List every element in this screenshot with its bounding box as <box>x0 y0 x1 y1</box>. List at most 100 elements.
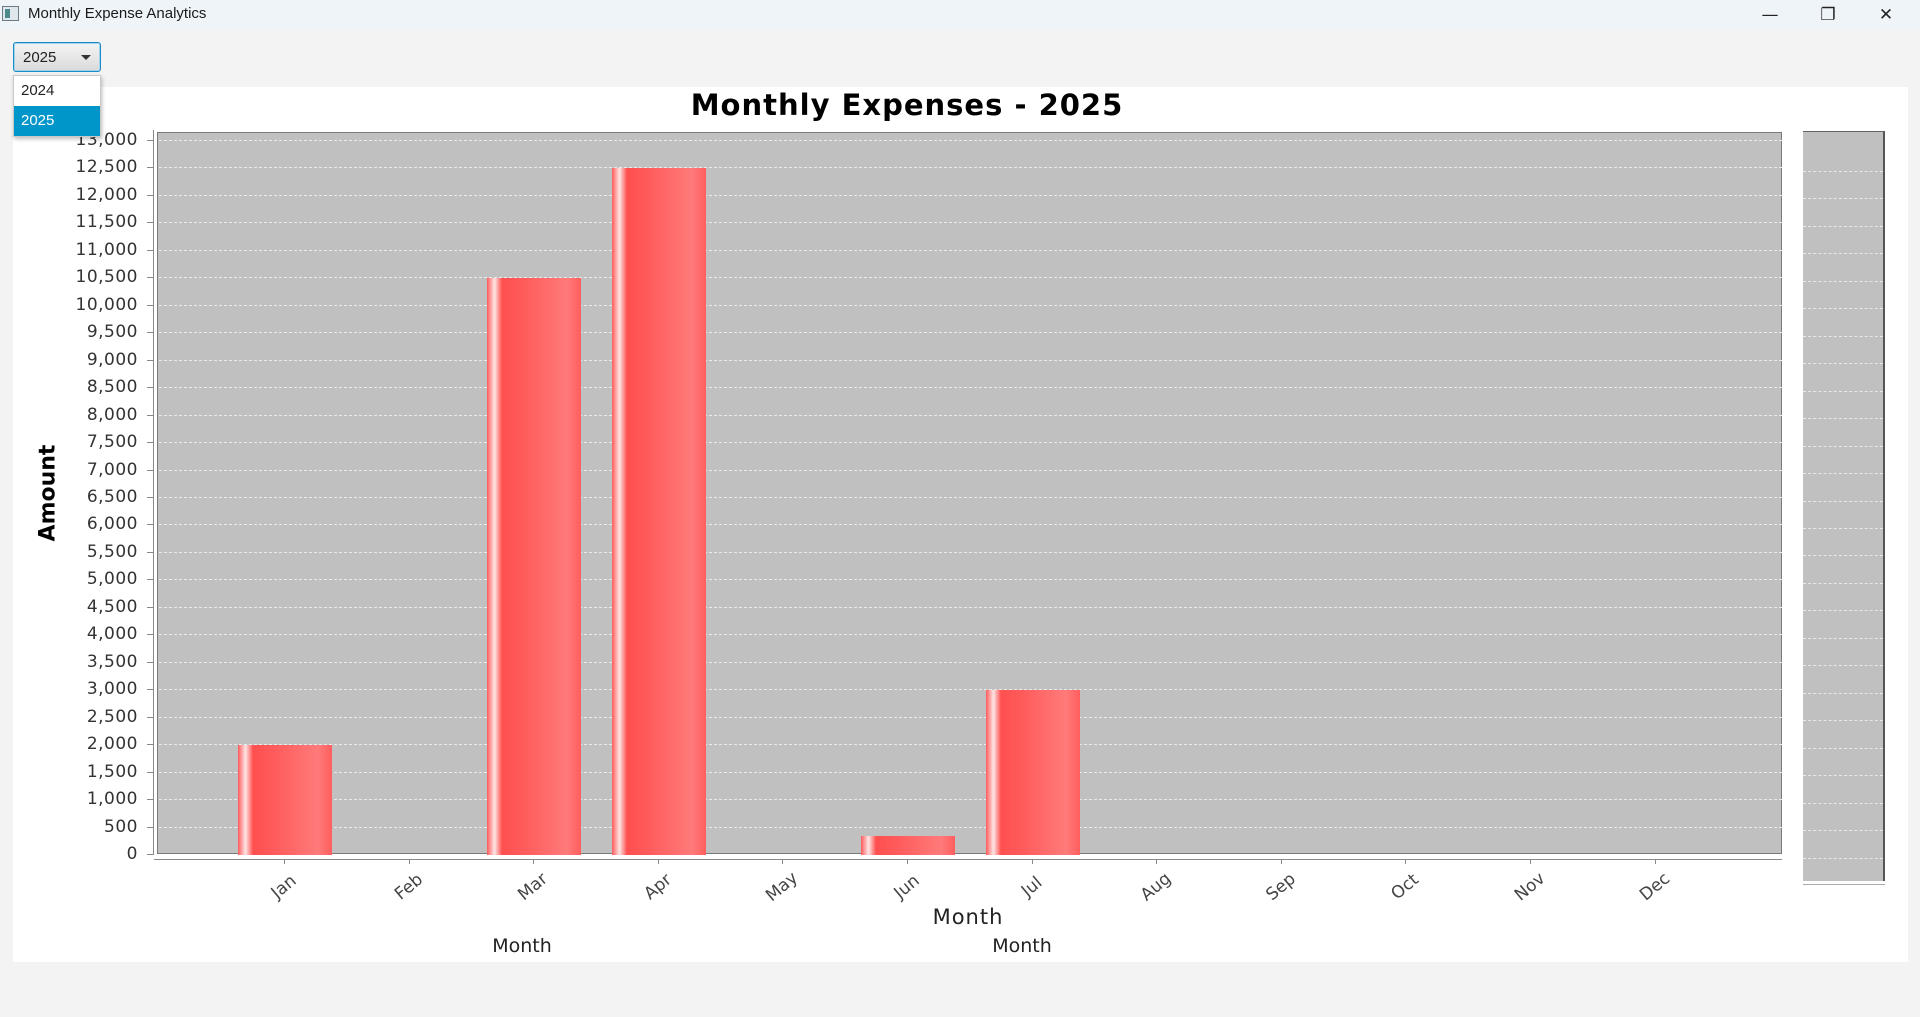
chevron-down-icon[interactable] <box>81 55 91 60</box>
side-gridline <box>1803 747 1883 749</box>
y-tick-mark <box>147 442 153 444</box>
gridline <box>159 551 1782 553</box>
y-tick-mark <box>147 744 153 746</box>
side-gridline <box>1803 225 1883 227</box>
bar-jan <box>238 745 332 855</box>
x-tick-mark <box>408 860 410 864</box>
gridline <box>159 606 1782 608</box>
y-tick-label: 3,000 <box>86 679 138 700</box>
side-strip-baseline <box>1803 884 1885 885</box>
y-tick-label: 3,500 <box>86 651 138 672</box>
side-gridline <box>1803 171 1883 172</box>
minimize-button[interactable]: — <box>1761 4 1779 25</box>
side-gridline <box>1803 363 1883 365</box>
y-tick-mark <box>147 634 153 636</box>
gridline <box>159 140 1782 141</box>
gridline <box>159 387 1782 389</box>
side-gridline <box>1803 418 1883 420</box>
y-tick-mark <box>147 689 153 691</box>
y-tick-label: 5,500 <box>86 541 138 562</box>
y-tick-label: 7,500 <box>86 432 138 453</box>
y-tick-mark <box>147 579 153 581</box>
y-tick-mark <box>147 167 153 169</box>
side-plot-strip <box>1803 131 1885 881</box>
y-tick-label: 4,500 <box>86 596 138 617</box>
x-tick-mark <box>1280 860 1282 864</box>
side-gridline <box>1803 582 1883 584</box>
side-gridline <box>1803 308 1883 310</box>
y-tick-label: 500 <box>104 816 138 837</box>
side-gridline <box>1803 692 1883 694</box>
y-axis-line <box>153 130 154 855</box>
gridline <box>159 579 1782 581</box>
y-tick-label: 2,500 <box>86 706 138 727</box>
y-tick-label: 10,000 <box>75 294 138 315</box>
gridline <box>159 442 1782 444</box>
side-gridline <box>1803 665 1883 667</box>
side-gridline <box>1803 555 1883 557</box>
x-tick-mark <box>1156 860 1158 864</box>
gridline <box>159 771 1782 773</box>
side-gridline <box>1803 445 1883 447</box>
bar-jun <box>861 835 955 855</box>
x-axis-line <box>154 859 1782 860</box>
y-tick-mark <box>147 771 153 773</box>
year-dropdown-list: 2024 2025 <box>13 75 101 137</box>
y-tick-label: 11,000 <box>75 239 138 260</box>
y-tick-mark <box>147 661 153 663</box>
x-axis-title: Month <box>932 905 1004 929</box>
gridline <box>159 826 1782 828</box>
bar-apr <box>611 168 706 855</box>
side-gridline <box>1803 830 1883 832</box>
year-option-2025[interactable]: 2025 <box>14 106 100 136</box>
y-tick-mark <box>147 799 153 801</box>
close-button[interactable]: ✕ <box>1878 4 1894 25</box>
y-tick-label: 8,000 <box>86 404 138 425</box>
y-tick-label: 2,000 <box>86 734 138 755</box>
maximize-button[interactable]: ❐ <box>1820 4 1836 25</box>
side-gridline <box>1803 280 1883 282</box>
y-tick-label: 9,000 <box>86 349 138 370</box>
y-tick-label: 1,500 <box>86 761 138 782</box>
y-tick-mark <box>147 194 153 196</box>
y-tick-mark <box>147 497 153 498</box>
side-gridline <box>1803 528 1883 529</box>
year-combo-value: 2025 <box>23 49 57 66</box>
gridline <box>159 167 1782 169</box>
y-tick-mark <box>147 304 153 306</box>
side-gridline <box>1803 390 1883 392</box>
gridline <box>159 524 1782 526</box>
x-tick-mark <box>907 860 908 864</box>
gridline <box>159 634 1782 636</box>
y-tick-mark <box>147 716 153 718</box>
side-gridline <box>1803 775 1883 777</box>
app-icon <box>2 6 19 21</box>
x-tick-mark <box>533 860 535 864</box>
gridline <box>159 414 1782 416</box>
side-gridline <box>1803 473 1883 475</box>
y-tick-mark <box>147 826 153 828</box>
side-gridline <box>1803 720 1883 722</box>
bar-jul <box>985 690 1080 855</box>
plot-area <box>157 132 1782 855</box>
y-tick-mark <box>147 359 153 361</box>
gridline <box>159 359 1782 361</box>
y-tick-mark <box>147 854 153 855</box>
y-tick-mark <box>147 222 153 224</box>
y-tick-mark <box>147 414 153 416</box>
y-tick-mark <box>147 524 153 526</box>
gridline <box>159 716 1782 718</box>
gridline <box>159 689 1782 691</box>
gridline <box>159 332 1782 334</box>
year-option-2024[interactable]: 2024 <box>21 82 55 99</box>
gridline <box>159 799 1782 801</box>
legend-label-2: Month <box>992 935 1052 957</box>
side-gridline <box>1803 500 1883 502</box>
y-tick-mark <box>147 551 153 553</box>
x-tick-mark <box>1654 860 1656 864</box>
x-tick-mark <box>1530 860 1531 864</box>
x-tick-mark <box>284 860 285 864</box>
gridline <box>159 249 1782 251</box>
gridline <box>159 222 1782 224</box>
year-combo-box[interactable]: 2025 <box>13 42 101 72</box>
